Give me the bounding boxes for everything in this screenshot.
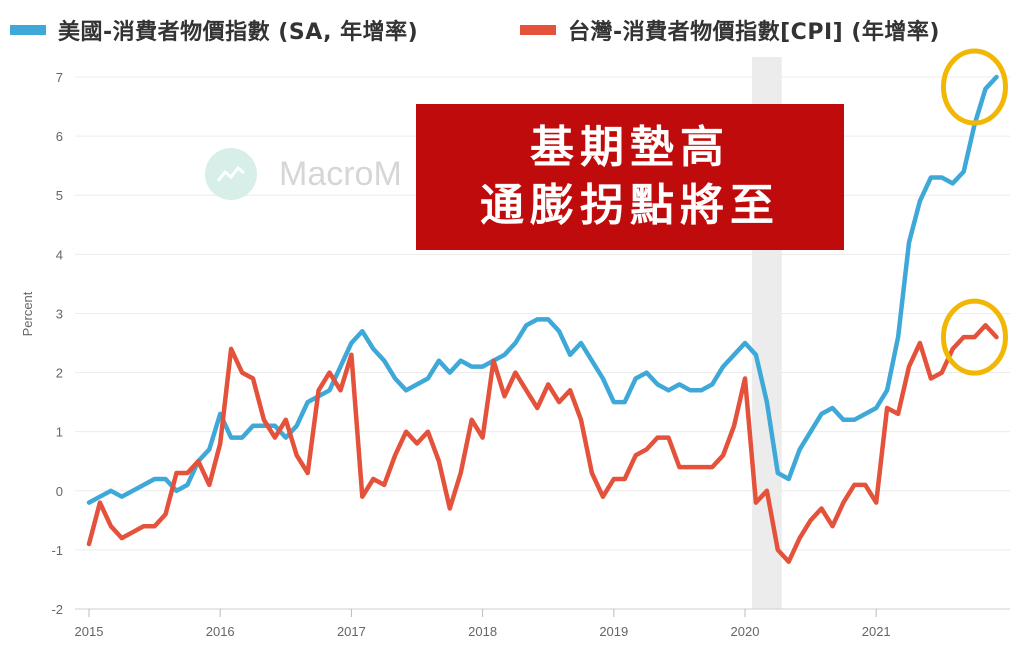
highlight-circle-tw [940, 298, 1008, 376]
y-tick-label: 5 [56, 188, 63, 203]
legend-swatch-us [10, 25, 46, 35]
y-tick-label: 4 [56, 247, 63, 262]
legend-label-us: 美國-消費者物價指數 (SA, 年增率) [58, 20, 419, 45]
legend-swatch-tw [520, 25, 556, 35]
watermark: MacroM [205, 148, 402, 200]
watermark-logo-icon [205, 148, 257, 200]
series-line-tw [86, 323, 999, 564]
banner-line-1: 基期墊高 [530, 122, 730, 173]
legend-item-tw[interactable]: 台灣-消費者物價指數[CPI] (年增率) [520, 14, 940, 46]
highlight-circle-us [940, 48, 1008, 126]
y-tick-label: 1 [56, 425, 63, 440]
y-tick-label: 2 [56, 366, 63, 381]
annotation-banner: 基期墊高 通膨拐點將至 [416, 104, 844, 250]
legend-label-tw: 台灣-消費者物價指數[CPI] (年增率) [568, 20, 940, 45]
x-tick-label: 2016 [206, 624, 235, 639]
x-tick-label: 2021 [862, 624, 891, 639]
banner-line-2: 通膨拐點將至 [480, 180, 780, 231]
y-tick-label: -2 [51, 602, 63, 617]
y-axis-label: Percent [20, 291, 35, 336]
legend-item-us[interactable]: 美國-消費者物價指數 (SA, 年增率) [10, 14, 418, 46]
x-tick-label: 2018 [468, 624, 497, 639]
x-tick-label: 2015 [75, 624, 104, 639]
y-tick-label: 6 [56, 129, 63, 144]
y-tick-label: 0 [56, 484, 63, 499]
x-tick-label: 2020 [731, 624, 760, 639]
y-tick-label: 7 [56, 70, 63, 85]
y-tick-label: -1 [51, 543, 63, 558]
watermark-text: MacroM [279, 154, 402, 193]
y-tick-label: 3 [56, 306, 63, 321]
x-tick-label: 2017 [337, 624, 366, 639]
x-tick-label: 2019 [599, 624, 628, 639]
legend: 美國-消費者物價指數 (SA, 年增率) 台灣-消費者物價指數[CPI] (年增… [0, 14, 1024, 54]
series-line-us [86, 74, 999, 505]
